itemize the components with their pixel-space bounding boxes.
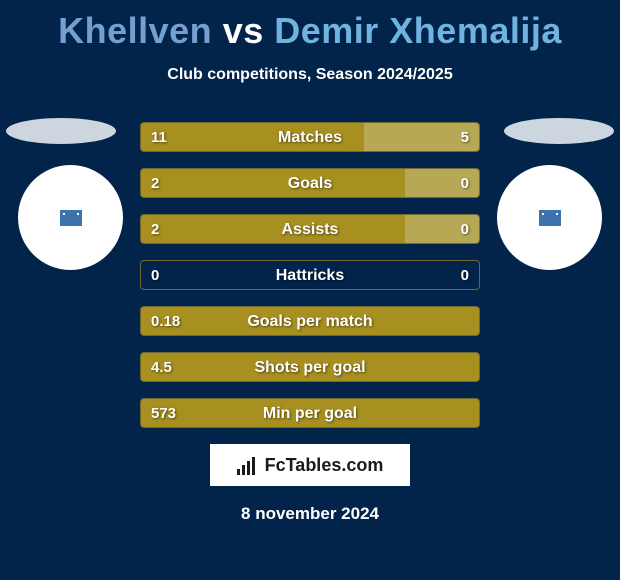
chart-area: 11Matches52Goals02Assists00Hattricks00.1…	[0, 122, 620, 428]
stat-value-right: 0	[461, 215, 469, 244]
player2-name: Demir Xhemalija	[274, 10, 562, 51]
stat-label: Min per goal	[141, 399, 479, 428]
stat-row: 0.18Goals per match	[140, 306, 480, 336]
stat-label: Assists	[141, 215, 479, 244]
logo-text: FcTables.com	[265, 455, 384, 476]
subtitle: Club competitions, Season 2024/2025	[0, 66, 620, 84]
stat-row: 573Min per goal	[140, 398, 480, 428]
stat-value-right: 5	[461, 123, 469, 152]
logo-box: FcTables.com	[210, 444, 410, 486]
comparison-title: Khellven vs Demir Xhemalija	[0, 0, 620, 52]
player2-badge-icon	[539, 210, 561, 226]
stat-label: Matches	[141, 123, 479, 152]
stat-row: 2Goals0	[140, 168, 480, 198]
stat-value-right: 0	[461, 169, 469, 198]
ellipse-decoration-right	[504, 118, 614, 144]
logo-bars-icon	[237, 455, 261, 475]
player2-badge-circle	[497, 165, 602, 270]
ellipse-decoration-left	[6, 118, 116, 144]
date-label: 8 november 2024	[0, 504, 620, 524]
stat-bars-container: 11Matches52Goals02Assists00Hattricks00.1…	[140, 122, 480, 428]
stat-label: Shots per goal	[141, 353, 479, 382]
stat-label: Goals	[141, 169, 479, 198]
player1-badge-icon	[60, 210, 82, 226]
stat-label: Goals per match	[141, 307, 479, 336]
stat-row: 11Matches5	[140, 122, 480, 152]
vs-separator: vs	[223, 10, 264, 51]
stat-row: 2Assists0	[140, 214, 480, 244]
stat-value-right: 0	[461, 261, 469, 290]
stat-row: 0Hattricks0	[140, 260, 480, 290]
stat-label: Hattricks	[141, 261, 479, 290]
stat-row: 4.5Shots per goal	[140, 352, 480, 382]
player1-badge-circle	[18, 165, 123, 270]
player1-name: Khellven	[58, 10, 212, 51]
